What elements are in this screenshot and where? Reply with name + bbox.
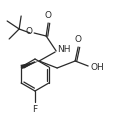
Text: O: O: [45, 11, 52, 20]
Text: O: O: [75, 35, 82, 44]
Text: NH: NH: [57, 45, 71, 54]
Polygon shape: [20, 61, 39, 69]
Text: O: O: [25, 27, 32, 36]
Text: OH: OH: [90, 63, 104, 72]
Text: F: F: [32, 105, 38, 114]
